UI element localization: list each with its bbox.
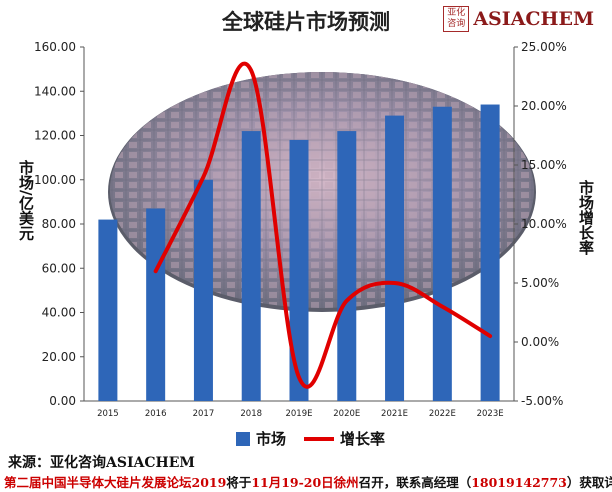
right-tick-label: 25.00% — [521, 40, 567, 54]
legend-label-growth: 增长率 — [340, 430, 386, 448]
x-tick-label: 2016 — [145, 409, 167, 419]
left-tick-label: 100.00 — [34, 173, 76, 187]
right-tick-label: 20.00% — [521, 99, 567, 113]
legend-label-market: 市场 — [256, 430, 287, 448]
bar-market — [98, 219, 118, 401]
legend: 市场 增长率 — [236, 428, 385, 449]
bar-market — [193, 179, 213, 401]
bar-market — [289, 139, 309, 402]
left-tick-label: 160.00 — [34, 40, 76, 54]
right-tick-label: 10.00% — [521, 217, 567, 231]
bar-market — [480, 104, 500, 402]
left-tick-label: 40.00 — [42, 306, 76, 320]
right-tick-label: -5.00% — [521, 394, 563, 408]
growth-rate-line — [153, 61, 493, 389]
forum-notice: 第二届中国半导体大硅片发展论坛2019将于11月19-20日徐州召开，联系高经理… — [4, 475, 612, 490]
bar-market — [432, 106, 452, 402]
x-tick-label: 2015 — [97, 409, 119, 419]
x-tick-label: 2018 — [240, 409, 262, 419]
legend-item-growth: 增长率 — [304, 428, 385, 449]
left-tick-label: 120.00 — [34, 129, 76, 143]
bar-market — [146, 208, 166, 401]
legend-swatch-bar — [236, 431, 250, 446]
left-tick-label: 20.00 — [42, 350, 76, 364]
bar-market — [337, 131, 357, 401]
left-tick-label: 80.00 — [42, 217, 76, 231]
bar-market — [241, 131, 261, 401]
wafer-background-image — [108, 72, 536, 312]
x-tick-label: 2022E — [429, 409, 456, 419]
legend-swatch-line — [304, 436, 335, 441]
right-tick-label: 5.00% — [521, 276, 559, 290]
x-tick-label: 2020E — [333, 409, 360, 419]
x-tick-label: 2023E — [477, 409, 504, 419]
left-tick-label: 60.00 — [42, 261, 76, 275]
legend-item-market: 市场 — [236, 428, 286, 449]
left-axis-label: 市场/亿美元 — [17, 160, 35, 241]
x-tick-label: 2021E — [381, 409, 408, 419]
right-tick-label: 15.00% — [521, 158, 567, 172]
chart-title: 全球硅片市场预测 — [222, 10, 390, 34]
x-tick-label: 2019E — [285, 409, 312, 419]
logo-text: ASIACHEM — [473, 8, 594, 30]
bar-market — [385, 115, 405, 402]
logo-seal-icon: 亚化咨询 — [443, 6, 470, 32]
x-tick-label: 2017 — [193, 409, 215, 419]
left-tick-label: 140.00 — [34, 84, 76, 98]
asiachem-logo: 亚化咨询 ASIACHEM — [443, 6, 594, 32]
source-note: 来源：亚化咨询ASIACHEM — [8, 455, 195, 471]
right-tick-label: 0.00% — [521, 335, 559, 349]
right-axis-label: 市场增长率 — [577, 180, 595, 255]
left-tick-label: 0.00 — [49, 394, 76, 408]
